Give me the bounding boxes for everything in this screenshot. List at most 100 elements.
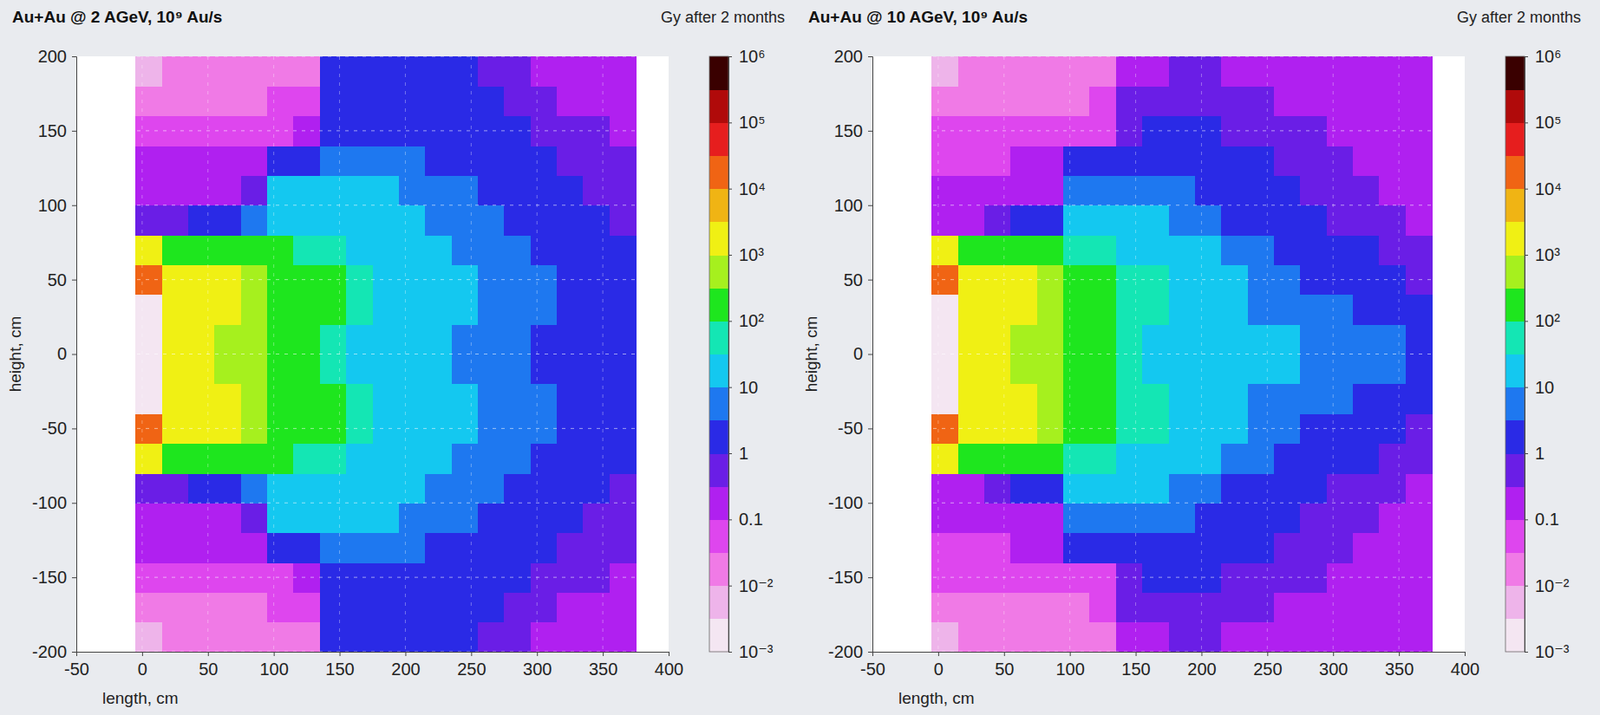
y-axis-tick-label: -100: [828, 493, 863, 513]
colorbar-band: [1505, 586, 1525, 621]
figure: -50050100150200250300350400-200-150-100-…: [0, 0, 1600, 715]
colorbar-axis-tick-label: 10⁻²: [1534, 576, 1570, 596]
x-axis: -50050100150200250300350400: [860, 652, 1480, 680]
heatmap-cell: [320, 444, 347, 475]
heatmap-cell: [1405, 85, 1433, 117]
heatmap-cell: [1273, 444, 1301, 475]
heatmap-cell: [1168, 145, 1196, 177]
colorbar-axis-tick-label: 10⁵: [1534, 112, 1562, 132]
heatmap-cell: [1247, 175, 1275, 206]
heatmap-cell: [451, 592, 479, 623]
heatmap-cell: [320, 264, 347, 295]
heatmap-cell: [1037, 264, 1065, 295]
colorbar-band: [709, 156, 729, 190]
heatmap-cell: [530, 533, 558, 564]
heatmap-cell: [530, 85, 558, 117]
heatmap-cell: [424, 85, 452, 117]
heatmap-cell: [582, 294, 610, 326]
heatmap-cell: [1142, 354, 1169, 386]
grid: [76, 56, 669, 653]
panel: -50050100150200250300350400-200-150-100-…: [6, 7, 785, 708]
heatmap-cell: [1089, 85, 1117, 117]
colorbar-axis-tick-label: 0.1: [1534, 509, 1560, 529]
heatmap-cell: [372, 85, 400, 117]
heatmap-cell: [530, 384, 558, 415]
heatmap-cell: [1195, 622, 1222, 653]
heatmap-cell: [1195, 533, 1222, 564]
heatmap-cell: [1221, 533, 1248, 564]
heatmap-cell: [398, 444, 426, 475]
heatmap-cell: [530, 235, 558, 266]
heatmap-cell: [1116, 324, 1143, 355]
heatmap-cell: [214, 145, 242, 177]
heatmap-cell: [424, 592, 452, 623]
x-axis-tick: 100: [1055, 652, 1085, 680]
heatmap-cell: [1405, 205, 1433, 236]
heatmap-cell: [609, 533, 637, 564]
heatmap-cell: [582, 444, 610, 475]
colorbar-axis-tick: 1: [1524, 444, 1545, 464]
heatmap-cell: [188, 444, 216, 475]
heatmap-cell: [1195, 473, 1222, 504]
grid-line: [872, 577, 1465, 579]
heatmap-cells: [931, 56, 1432, 653]
heatmap-cell: [1273, 473, 1301, 504]
colorbar-band: [709, 619, 729, 654]
y-axis-title: height, cm: [6, 316, 25, 393]
heatmap-cell: [582, 502, 610, 534]
heatmap-cell: [1273, 175, 1301, 206]
heatmap-cell: [1063, 413, 1091, 445]
heatmap-cell: [398, 294, 426, 326]
heatmap-cell: [609, 205, 637, 236]
heatmap-cell: [1168, 592, 1196, 623]
heatmap-cell: [320, 502, 347, 534]
heatmap-cell: [162, 56, 190, 87]
heatmap-cell: [346, 592, 373, 623]
heatmap-cell: [1221, 56, 1248, 87]
heatmap-cell: [451, 533, 479, 564]
x-axis-tick-label: 100: [259, 659, 288, 680]
colorbar-axis-tick-mark: [1524, 586, 1529, 588]
colorbar-axis-tick-mark: [728, 56, 732, 58]
heatmap-cell: [1116, 205, 1143, 236]
heatmap-cell: [241, 533, 268, 564]
heatmap-cell: [503, 264, 531, 295]
heatmap-cell: [609, 56, 637, 87]
colorbar-axis-tick-mark: [728, 519, 732, 521]
heatmap-cell: [1142, 444, 1169, 475]
heatmap-cell: [1010, 562, 1038, 594]
x-axis-tick: 150: [325, 652, 354, 680]
heatmap-cell: [503, 294, 531, 326]
colorbar-axis-tick-mark: [1524, 189, 1529, 190]
heatmap-cell: [1089, 533, 1117, 564]
heatmap-cell: [1352, 324, 1380, 355]
heatmap-cell: [1221, 384, 1248, 415]
colorbar-axis-line: [1525, 57, 1529, 654]
heatmap-cell: [424, 384, 452, 415]
heatmap-cell: [241, 175, 268, 206]
heatmap-cell: [1089, 413, 1117, 445]
heatmap-cell: [582, 324, 610, 355]
heatmap-cell: [556, 175, 584, 206]
colorbar-axis-tick: 10⁴: [1524, 179, 1562, 199]
heatmap-cell: [135, 56, 163, 87]
heatmap-cell: [1273, 264, 1301, 295]
heatmap-cell: [556, 205, 584, 236]
x-axis-tick: 200: [391, 652, 420, 680]
heatmap-cell: [1247, 533, 1275, 564]
heatmap-cell: [346, 85, 373, 117]
heatmap-cell: [1247, 116, 1275, 147]
heatmap-cell: [162, 145, 190, 177]
y-axis-tick-mark: [71, 280, 77, 281]
x-axis-tick-label: -50: [860, 659, 886, 680]
heatmap-cell: [1378, 145, 1406, 177]
heatmap-cell: [320, 354, 347, 386]
heatmap-cell: [346, 324, 373, 355]
heatmap-cell: [293, 205, 320, 236]
heatmap-cell: [451, 562, 479, 594]
heatmap-cell: [1195, 145, 1222, 177]
heatmap-cell: [530, 116, 558, 147]
heatmap-cell: [1116, 264, 1143, 295]
heatmap-cell: [1247, 384, 1275, 415]
y-axis-tick-label: -200: [32, 642, 67, 662]
